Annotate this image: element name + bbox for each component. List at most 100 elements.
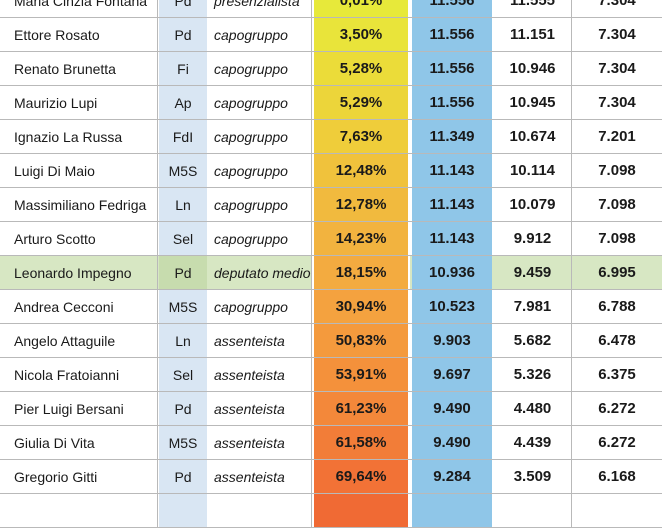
value-1 [412, 494, 492, 527]
value-1: 11.143 [412, 154, 492, 187]
value-1: 9.284 [412, 460, 492, 493]
value-1: 11.143 [412, 222, 492, 255]
value-3: 6.168 [598, 468, 636, 485]
absence-percent: 12,48% [312, 154, 410, 187]
absence-percent: 5,29% [312, 86, 410, 119]
member-name [0, 494, 158, 527]
value-3: 6.272 [598, 434, 636, 451]
member-name: Giulia Di Vita [0, 426, 158, 459]
value-2: 10.114 [494, 154, 572, 187]
value-3: 7.304 [598, 60, 636, 77]
table-row: Nicola Fratoianni Sel assenteista 53,91% 9.6… [0, 358, 662, 392]
table-row: Luigi Di Maio M5S capogruppo 12,48% 11.143 10… [0, 154, 662, 188]
party-badge: Sel [159, 222, 207, 255]
table-row: Arturo Scotto Sel capogruppo 14,23% 11.143 9.… [0, 222, 662, 256]
role-label: assenteista [208, 358, 312, 391]
party-badge: Fi [159, 52, 207, 85]
absence-percent: 53,91% [312, 358, 410, 391]
party-badge: Pd [159, 392, 207, 425]
table-row: Massimiliano Fedriga Ln capogruppo 12,78% 11… [0, 188, 662, 222]
member-name: Luigi Di Maio [0, 154, 158, 187]
party-badge: M5S [159, 154, 207, 187]
value-2: 9.912 [494, 222, 572, 255]
table-row: Maurizio Lupi Ap capogruppo 5,29% 11.556 10.9… [0, 86, 662, 120]
member-name: Renato Brunetta [0, 52, 158, 85]
value-2: 10.674 [494, 120, 572, 153]
member-name: Maurizio Lupi [0, 86, 158, 119]
value-1: 11.556 [412, 52, 492, 85]
value-2: 11.555 [494, 0, 572, 17]
value-3: 6.788 [598, 298, 636, 315]
role-label [208, 494, 312, 527]
table-row: Renato Brunetta Fi capogruppo 5,28% 11.556 10… [0, 52, 662, 86]
absence-percent: 61,58% [312, 426, 410, 459]
member-name: Angelo Attaguile [0, 324, 158, 357]
table-row: Maria Cinzia Fontana Pd presenzialista 0,01… [0, 0, 662, 18]
value-3: 7.304 [598, 26, 636, 43]
value-3: 7.098 [598, 196, 636, 213]
absence-percent: 0,01% [312, 0, 410, 17]
value-2: 5.682 [494, 324, 572, 357]
value-1: 9.490 [412, 426, 492, 459]
member-name: Leonardo Impegno [0, 256, 158, 289]
member-name: Pier Luigi Bersani [0, 392, 158, 425]
role-label: capogruppo [208, 188, 312, 221]
value-3: 7.304 [598, 94, 636, 111]
value-3: 6.478 [598, 332, 636, 349]
party-badge: Ap [159, 86, 207, 119]
value-3: 7.098 [598, 230, 636, 247]
value-2: 10.079 [494, 188, 572, 221]
value-1: 10.936 [412, 256, 492, 289]
value-2: 10.945 [494, 86, 572, 119]
role-label: assenteista [208, 460, 312, 493]
table-row: Gregorio Gitti Pd assenteista 69,64% 9.284 3.… [0, 460, 662, 494]
absence-percent: 14,23% [312, 222, 410, 255]
absence-percent: 5,28% [312, 52, 410, 85]
absence-percent: 30,94% [312, 290, 410, 323]
party-badge: M5S [159, 290, 207, 323]
value-1: 11.349 [412, 120, 492, 153]
role-label: assenteista [208, 392, 312, 425]
role-label: capogruppo [208, 290, 312, 323]
value-2: 4.480 [494, 392, 572, 425]
value-3: 7.201 [598, 128, 636, 145]
party-badge: FdI [159, 120, 207, 153]
member-name: Ettore Rosato [0, 18, 158, 51]
party-badge: Ln [159, 188, 207, 221]
value-1: 11.556 [412, 0, 492, 17]
value-1: 11.556 [412, 18, 492, 51]
party-badge: M5S [159, 426, 207, 459]
absence-percent: 18,15% [312, 256, 410, 289]
table-row: Ignazio La Russa FdI capogruppo 7,63% 11.349… [0, 120, 662, 154]
role-label: capogruppo [208, 52, 312, 85]
party-badge: Pd [159, 0, 207, 17]
value-1: 11.143 [412, 188, 492, 221]
value-3: 6.375 [598, 366, 636, 383]
absence-percent: 7,63% [312, 120, 410, 153]
absence-percent [312, 494, 410, 527]
member-name: Gregorio Gitti [0, 460, 158, 493]
table-row: Andrea Cecconi M5S capogruppo 30,94% 10.523 7… [0, 290, 662, 324]
absence-percent: 69,64% [312, 460, 410, 493]
party-badge: Pd [159, 18, 207, 51]
value-3: 7.304 [598, 0, 636, 9]
absence-percent: 50,83% [312, 324, 410, 357]
value-3: 6.995 [598, 264, 636, 281]
absence-percent: 3,50% [312, 18, 410, 51]
value-1: 9.697 [412, 358, 492, 391]
value-1: 11.556 [412, 86, 492, 119]
member-name: Andrea Cecconi [0, 290, 158, 323]
role-label: assenteista [208, 426, 312, 459]
value-2: 7.981 [494, 290, 572, 323]
table-row: Angelo Attaguile Ln assenteista 50,83% 9.903… [0, 324, 662, 358]
value-2: 9.459 [494, 256, 572, 289]
party-badge: Pd [159, 460, 207, 493]
role-label: assenteista [208, 324, 312, 357]
role-label: capogruppo [208, 18, 312, 51]
party-badge: Sel [159, 358, 207, 391]
party-badge: Pd [159, 256, 207, 289]
party-badge [159, 494, 207, 527]
member-name: Nicola Fratoianni [0, 358, 158, 391]
member-name: Arturo Scotto [0, 222, 158, 255]
